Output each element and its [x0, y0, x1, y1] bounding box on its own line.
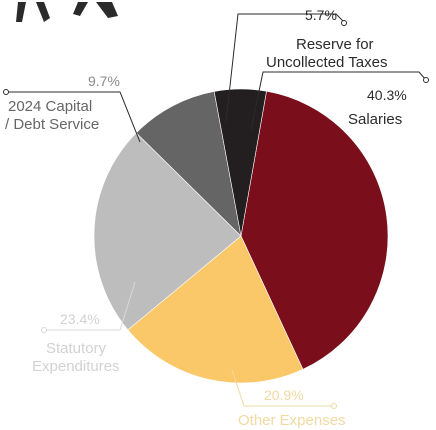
leader-line-other [231, 369, 332, 407]
data-label-capital-line1: 2024 Capital [8, 98, 93, 115]
data-label-capital-line2: / Debt Service [5, 116, 100, 133]
leader-dot-reserve [341, 20, 347, 26]
pie-slice-other-expenses [127, 235, 304, 384]
leader-line-capital [6, 91, 141, 143]
pie-slice-capital [135, 91, 242, 237]
data-label-statutory-percent: 23.4% [60, 311, 100, 327]
person-icons-decoration [16, 2, 118, 22]
data-label-other-name: Other Expenses [238, 412, 346, 429]
data-label-statutory-line1: Statutory [46, 340, 107, 357]
data-label-capital-percent: 9.7% [88, 73, 120, 89]
figure-icon-right-c [96, 2, 118, 18]
pie-slice-salaries [240, 90, 389, 370]
leader-line-salaries [250, 71, 427, 131]
leader-dot-statutory [41, 327, 47, 333]
data-label-salaries-name: Salaries [348, 111, 403, 128]
figure-icon-left [16, 2, 26, 22]
data-label-statutory-line2: Expenditures [32, 358, 120, 375]
figure-icon-right-b [73, 2, 88, 16]
data-label-reserve-line2: Uncollected Taxes [266, 54, 388, 71]
leader-dot-salaries [423, 77, 429, 83]
data-label-reserve-line1: Reserve for [296, 36, 374, 53]
data-label-other-percent: 20.9% [264, 387, 304, 403]
pie-slice-statutory [93, 132, 242, 331]
pie-slice-reserve [213, 88, 267, 237]
figure-icon-right-a [36, 2, 50, 22]
data-label-salaries-percent: 40.3% [367, 87, 407, 103]
leader-line-reserve [225, 13, 345, 123]
leader-lines [3, 13, 429, 409]
leader-dot-other [331, 403, 337, 409]
leader-line-statutory [44, 281, 136, 331]
pie-slices [93, 88, 389, 384]
leader-dot-capital [3, 89, 9, 95]
data-label-reserve-percent: 5.7% [305, 7, 337, 23]
